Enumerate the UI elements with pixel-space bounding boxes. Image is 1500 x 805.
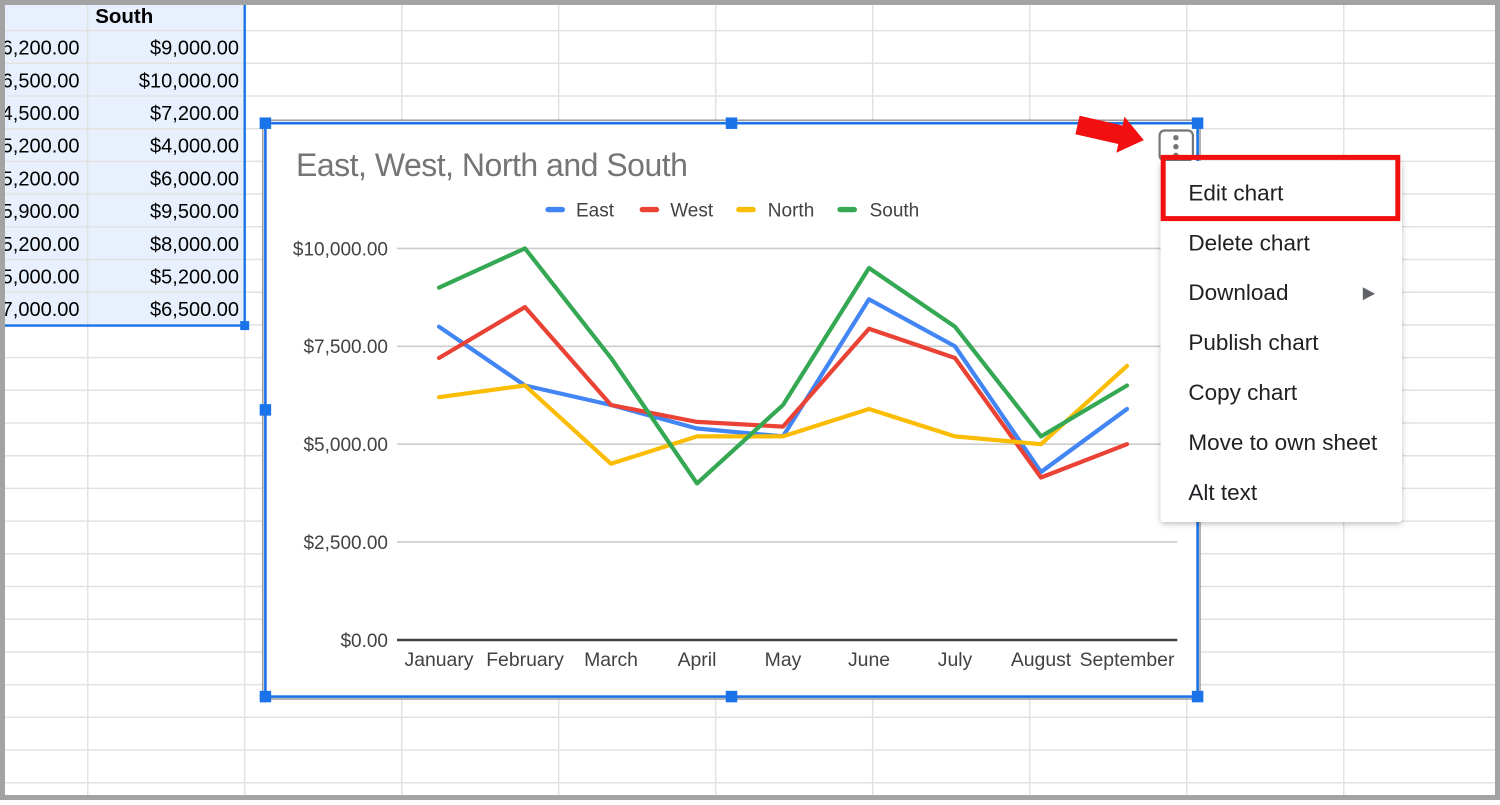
svg-text:September: September	[1080, 649, 1175, 671]
svg-text:August: August	[1011, 649, 1072, 671]
svg-text:February: February	[486, 649, 564, 671]
svg-text:East: East	[576, 200, 615, 221]
svg-text:$8,000.00: $8,000.00	[150, 234, 239, 256]
svg-text:$7,200.00: $7,200.00	[150, 103, 239, 125]
svg-text:$5,200.00: $5,200.00	[0, 168, 80, 190]
svg-text:$5,200.00: $5,200.00	[0, 234, 80, 256]
svg-text:Download: Download	[1188, 280, 1288, 305]
svg-text:January: January	[405, 649, 474, 671]
svg-text:Publish chart: Publish chart	[1188, 330, 1319, 355]
svg-text:June: June	[848, 649, 890, 671]
svg-text:$6,500.00: $6,500.00	[150, 299, 239, 321]
svg-text:$9,000.00: $9,000.00	[150, 38, 239, 60]
svg-text:North: North	[768, 200, 814, 221]
svg-text:$2,500.00: $2,500.00	[303, 533, 388, 554]
svg-text:$4,000.00: $4,000.00	[150, 136, 239, 158]
svg-text:Move to own sheet: Move to own sheet	[1188, 430, 1378, 455]
svg-text:$5,900.00: $5,900.00	[0, 201, 80, 223]
svg-text:July: July	[938, 649, 973, 671]
svg-text:$7,000.00: $7,000.00	[0, 299, 80, 321]
svg-text:$7,500.00: $7,500.00	[303, 337, 388, 358]
svg-text:Copy chart: Copy chart	[1188, 380, 1298, 405]
svg-text:$10,000.00: $10,000.00	[293, 239, 388, 260]
svg-text:South: South	[870, 200, 920, 221]
svg-text:$9,500.00: $9,500.00	[150, 201, 239, 223]
svg-text:$4,500.00: $4,500.00	[0, 103, 80, 125]
svg-text:$10,000.00: $10,000.00	[139, 70, 239, 92]
svg-text:Alt text: Alt text	[1188, 480, 1258, 505]
svg-text:Edit chart: Edit chart	[1188, 180, 1284, 205]
svg-text:$5,000.00: $5,000.00	[303, 435, 388, 456]
svg-text:$5,200.00: $5,200.00	[0, 136, 80, 158]
svg-text:$5,000.00: $5,000.00	[0, 267, 80, 289]
svg-text:East, West, North and South: East, West, North and South	[296, 147, 687, 183]
svg-text:$5,200.00: $5,200.00	[150, 267, 239, 289]
svg-text:May: May	[765, 649, 802, 671]
svg-text:$6,500.00: $6,500.00	[0, 70, 80, 92]
svg-text:April: April	[678, 649, 717, 671]
svg-text:West: West	[670, 200, 714, 221]
svg-text:Delete chart: Delete chart	[1188, 230, 1310, 255]
svg-text:$6,200.00: $6,200.00	[0, 38, 80, 60]
svg-text:$0.00: $0.00	[340, 631, 388, 652]
svg-text:March: March	[584, 649, 638, 671]
svg-text:South: South	[95, 5, 153, 28]
svg-text:$6,000.00: $6,000.00	[150, 168, 239, 190]
